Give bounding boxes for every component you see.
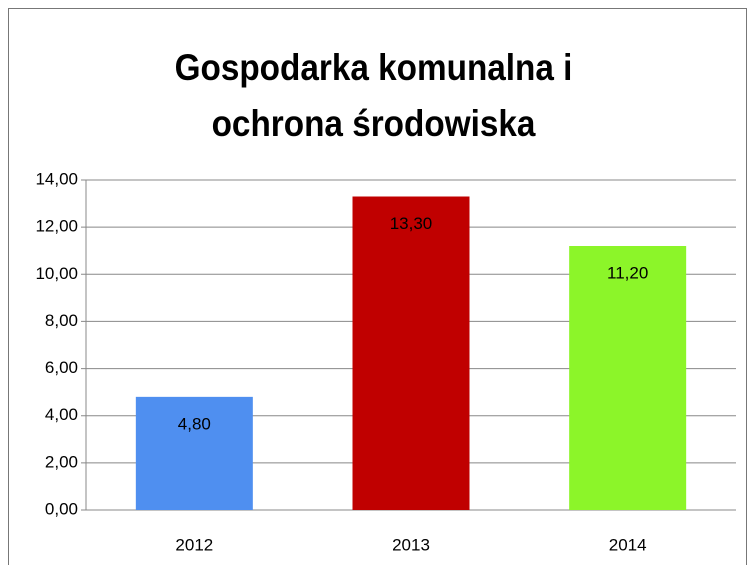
y-tick-label: 12,00 <box>35 217 78 236</box>
x-tick-label: 2013 <box>392 535 430 554</box>
bar <box>569 246 687 510</box>
bar <box>135 396 253 510</box>
chart-title: Gospodarka komunalna i ochrona środowisk… <box>174 47 573 144</box>
y-tick-label: 10,00 <box>35 264 78 283</box>
data-label: 4,80 <box>178 414 211 433</box>
y-tick-label: 8,00 <box>45 311 78 330</box>
y-tick-label: 6,00 <box>45 358 78 377</box>
y-tick-label: 2,00 <box>45 452 78 471</box>
y-tick-label: 4,00 <box>45 405 78 424</box>
y-tick-label: 14,00 <box>35 169 78 188</box>
data-label: 11,20 <box>607 263 648 282</box>
x-tick-label: 2012 <box>175 535 213 554</box>
y-tick-label: 0,00 <box>45 499 78 518</box>
x-tick-label: 2014 <box>609 535 647 554</box>
bar <box>352 196 470 510</box>
data-label: 13,30 <box>390 214 433 233</box>
